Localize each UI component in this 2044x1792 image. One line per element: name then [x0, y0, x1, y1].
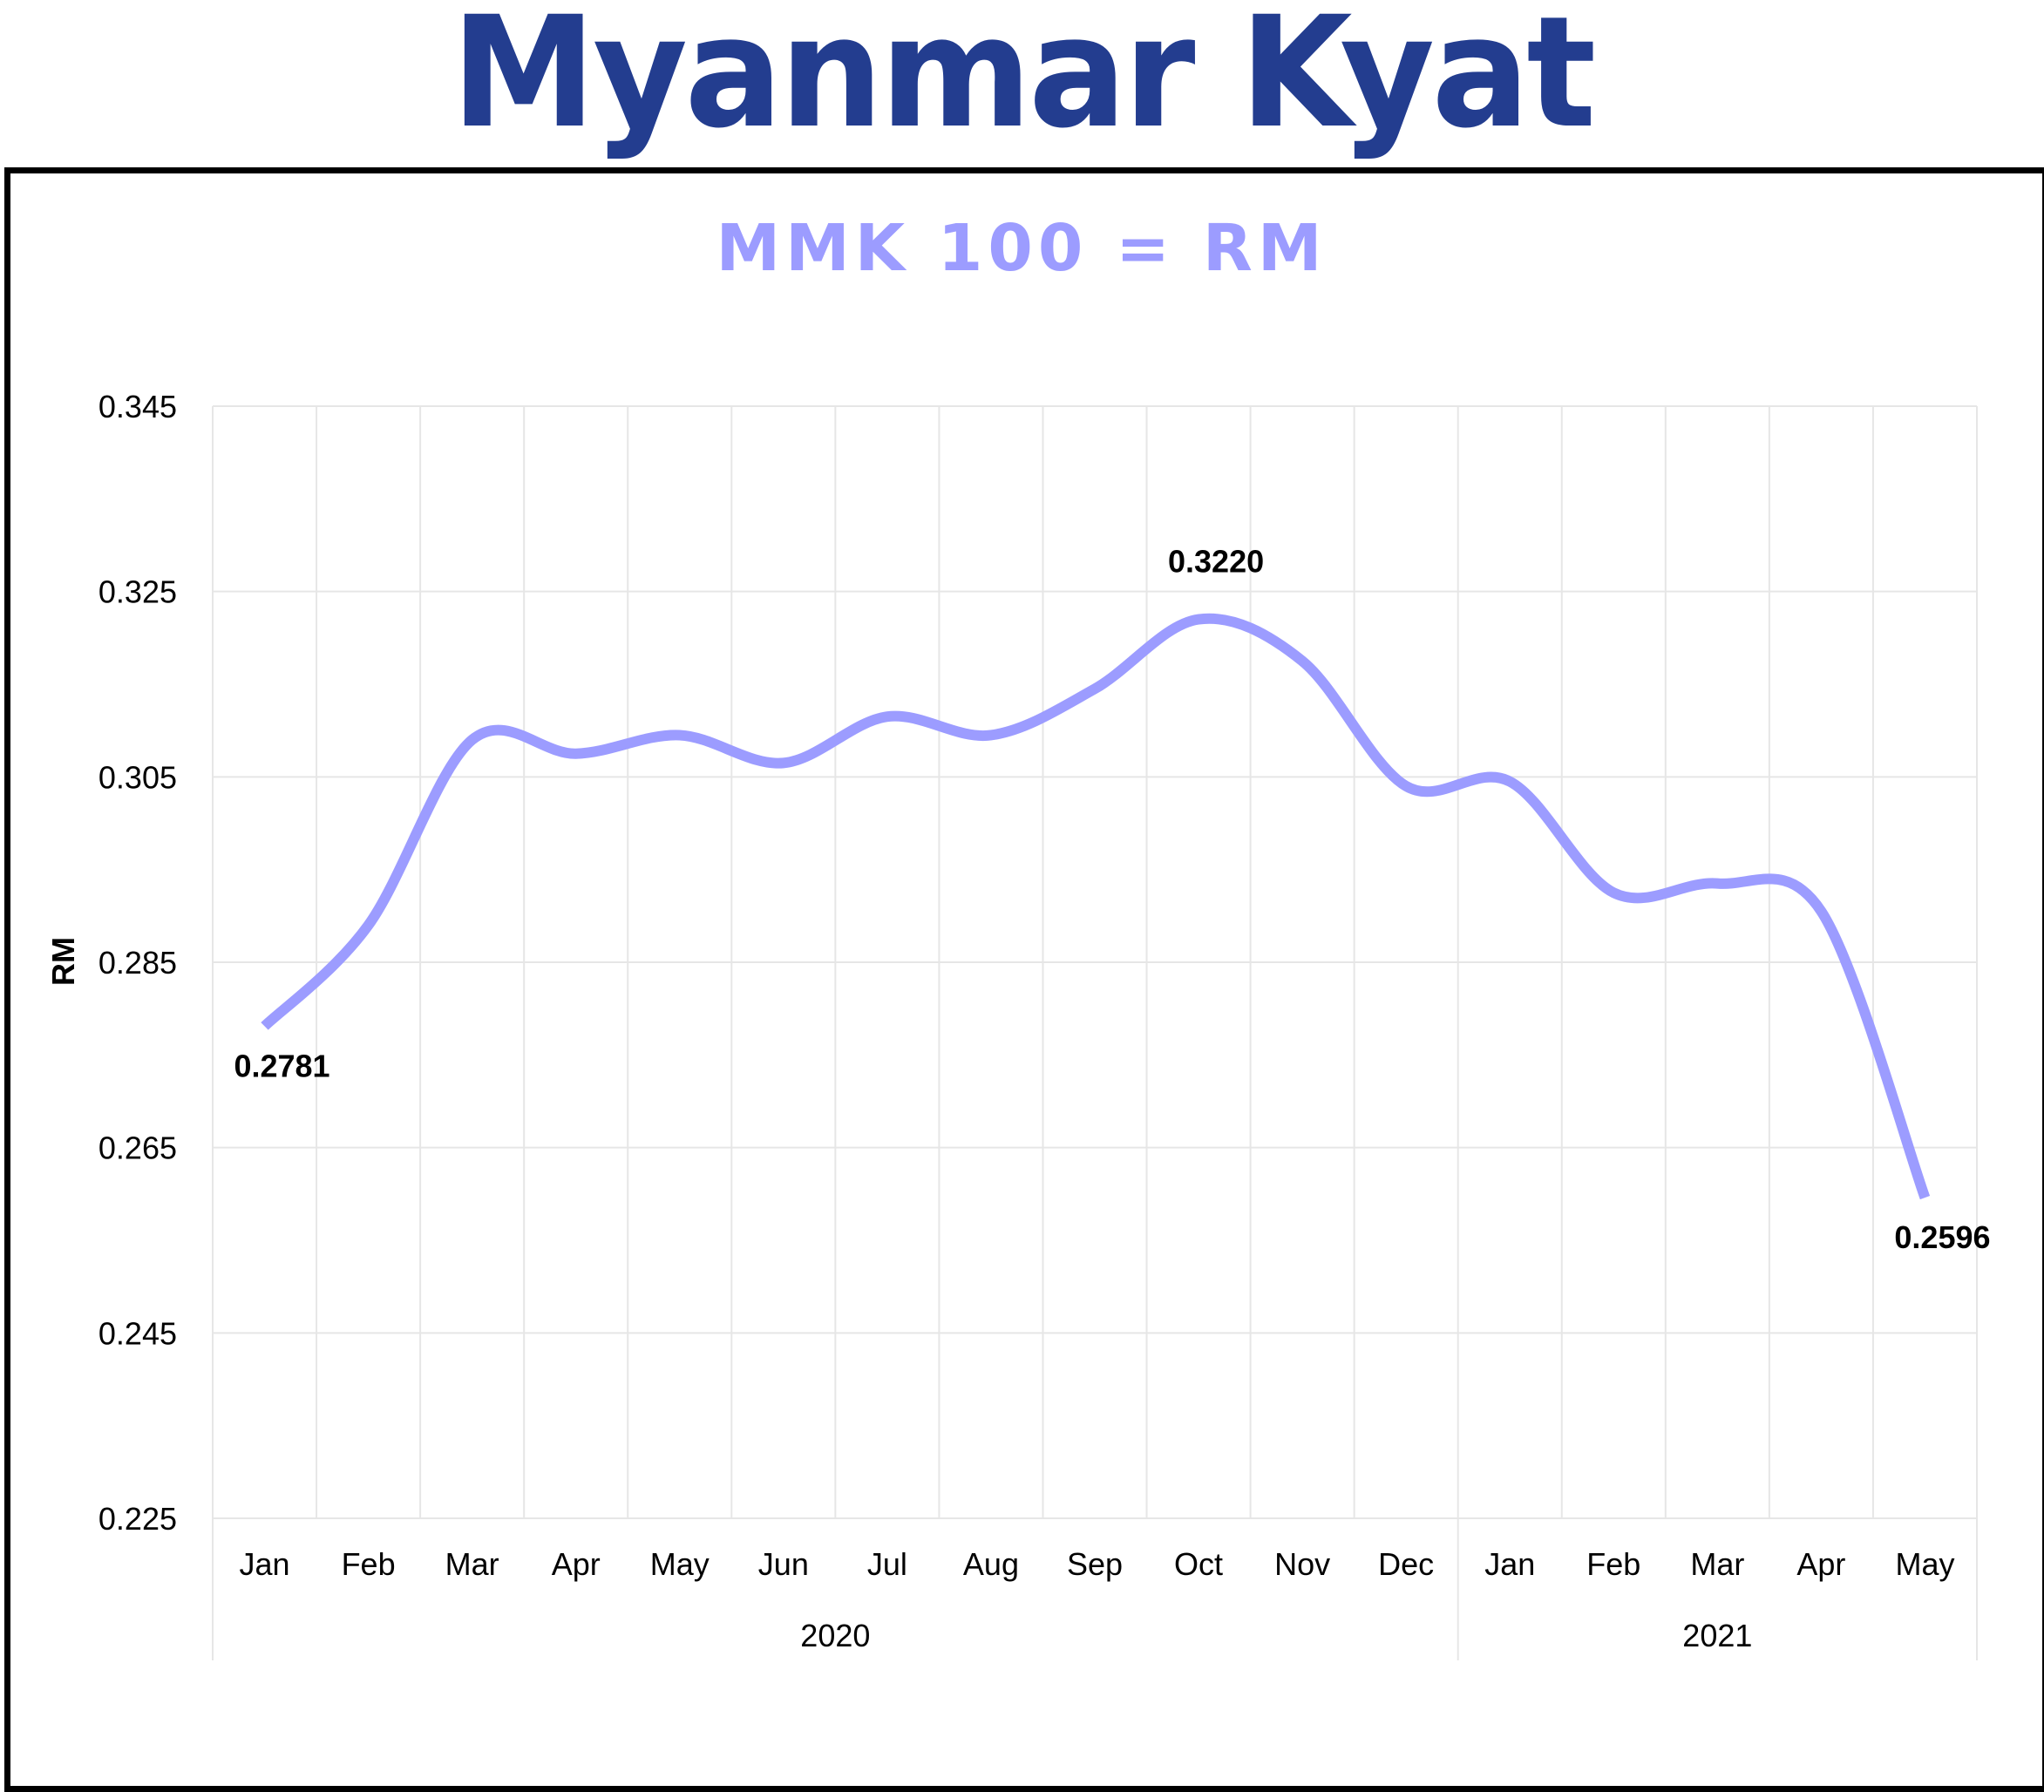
x-tick-label: Oct — [1174, 1546, 1223, 1582]
y-axis-label: RM — [45, 937, 81, 986]
x-tick-label: Jun — [758, 1546, 809, 1582]
y-tick-label: 0.285 — [98, 945, 177, 981]
x-tick-label: Mar — [1690, 1546, 1744, 1582]
x-group-label: 2021 — [1682, 1618, 1752, 1653]
series-line — [261, 613, 1931, 1200]
x-tick-label: Jan — [1484, 1546, 1535, 1582]
page-title: Myanmar Kyat — [451, 0, 1597, 162]
x-tick-label: Aug — [963, 1546, 1019, 1582]
x-tick-label: Apr — [1796, 1546, 1845, 1582]
x-tick-label: Jan — [240, 1546, 290, 1582]
y-tick-label: 0.245 — [98, 1315, 177, 1351]
y-tick-label: 0.265 — [98, 1130, 177, 1166]
data-label: 0.2781 — [234, 1048, 329, 1083]
x-group-label: 2020 — [800, 1618, 870, 1653]
x-tick-label: Apr — [552, 1546, 601, 1582]
data-label-layer: 0.2781 0.3220 0.2596 — [234, 544, 1990, 1256]
x-tick-label: Mar — [445, 1546, 499, 1582]
x-tick-label: Sep — [1067, 1546, 1123, 1582]
grid-layer — [212, 405, 1978, 1519]
x-tick-label: Feb — [1586, 1546, 1640, 1582]
x-tick-label: Feb — [342, 1546, 396, 1582]
data-label: 0.3220 — [1168, 544, 1264, 580]
y-tick-label: 0.225 — [98, 1501, 177, 1537]
x-tick-label: Nov — [1274, 1546, 1330, 1582]
x-tick-label: May — [1895, 1546, 1954, 1582]
axis-layer: 0.345 0.325 0.305 0.285 0.265 0.245 0.225 Jan Fe… — [98, 389, 1978, 1660]
y-tick-label: 0.345 — [98, 389, 177, 424]
y-tick-label: 0.305 — [98, 759, 177, 795]
x-tick-label: Jul — [867, 1546, 907, 1582]
x-tick-label: Dec — [1378, 1546, 1434, 1582]
y-tick-label: 0.325 — [98, 574, 177, 610]
data-label: 0.2596 — [1894, 1219, 1990, 1255]
x-tick-label: May — [650, 1546, 710, 1582]
chart-subtitle: MMK 100 = RM — [716, 211, 1328, 286]
